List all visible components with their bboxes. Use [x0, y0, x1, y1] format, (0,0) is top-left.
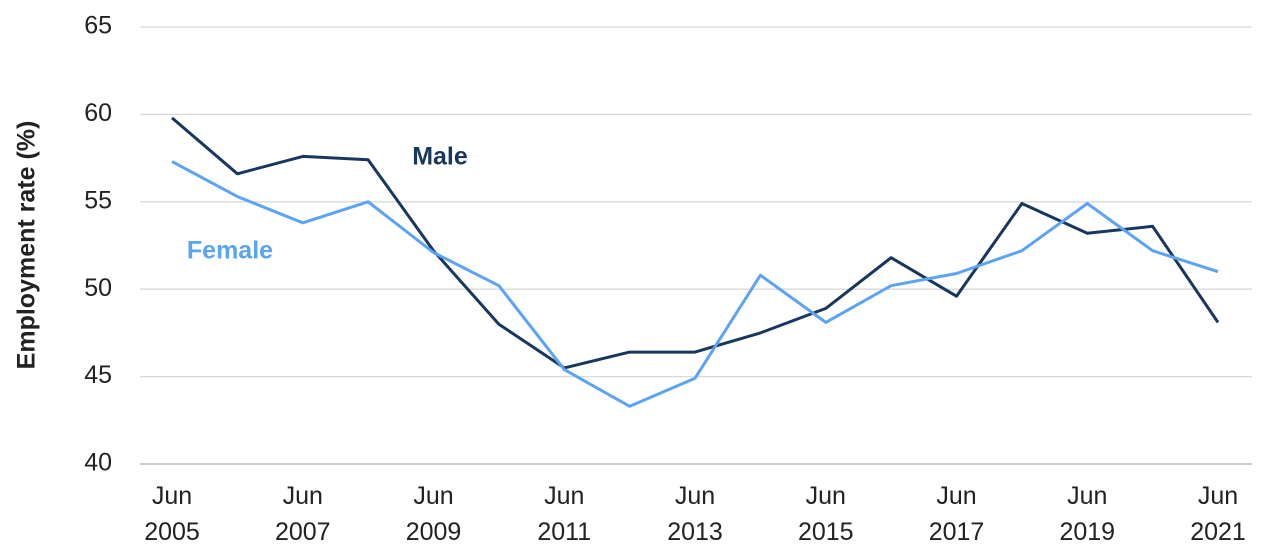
series-label: Female	[187, 237, 273, 265]
y-tick-label: 50	[84, 274, 112, 302]
x-tick-label: Jun 2017	[929, 482, 985, 546]
x-tick-label: Jun 2015	[798, 482, 854, 546]
x-tick-label: Jun 2021	[1190, 482, 1246, 546]
y-tick-label: 60	[84, 99, 112, 127]
x-tick-label: Jun 2009	[406, 482, 462, 546]
x-tick-label: Jun 2011	[537, 482, 591, 546]
y-tick-label: 45	[84, 361, 112, 389]
y-tick-label: 65	[84, 12, 112, 40]
x-tick-label: Jun 2007	[275, 482, 331, 546]
series-line	[171, 160, 1219, 408]
y-tick-label: 55	[84, 186, 112, 214]
y-axis-label: Employment rate (%)	[13, 121, 41, 370]
series-label: Male	[412, 143, 468, 171]
x-tick-label: Jun 2013	[667, 482, 723, 546]
series-line	[171, 116, 1220, 370]
x-tick-label: Jun 2005	[144, 482, 200, 546]
y-tick-label: 40	[84, 449, 112, 477]
x-tick-label: Jun 2019	[1059, 482, 1115, 546]
